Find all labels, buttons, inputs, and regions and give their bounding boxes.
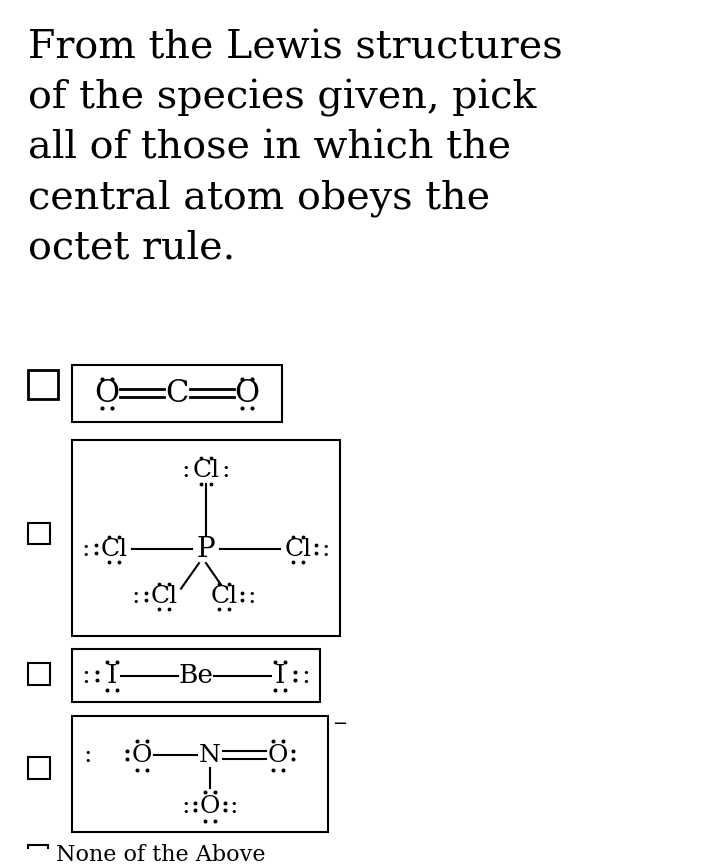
Bar [28, 758, 50, 779]
Text: O: O [268, 744, 288, 767]
Text: :: : [181, 795, 190, 818]
Text: central atom obeys the: central atom obeys the [28, 180, 490, 217]
Bar [72, 365, 282, 422]
Text: octet rule.: octet rule. [28, 229, 235, 266]
Text: Cl: Cl [284, 538, 312, 561]
Text: :: : [322, 538, 330, 561]
Text: Cl: Cl [150, 585, 178, 608]
Text: of the species given, pick: of the species given, pick [28, 80, 536, 118]
Text: I: I [275, 663, 285, 689]
Text: P: P [197, 536, 215, 563]
Bar [28, 845, 48, 864]
Text: all of those in which the: all of those in which the [28, 130, 511, 166]
Text: :: : [181, 459, 190, 483]
Text: :: : [81, 663, 91, 689]
Text: N: N [199, 744, 221, 767]
Text: −: − [332, 715, 347, 734]
Text: :: : [132, 585, 140, 608]
Text: Cl: Cl [192, 459, 220, 483]
Text: O: O [94, 378, 120, 409]
Bar [72, 716, 328, 832]
Text: :: : [82, 538, 90, 561]
Bar [28, 370, 58, 400]
Text: C: C [166, 378, 189, 409]
Text: O: O [235, 378, 260, 409]
Text: None of the Above: None of the Above [56, 844, 266, 865]
Text: :: : [302, 663, 310, 689]
Text: :: : [248, 585, 256, 608]
Bar [28, 663, 50, 685]
Text: I: I [107, 663, 117, 689]
Text: O: O [200, 795, 220, 818]
Text: Be: Be [179, 663, 214, 689]
Text: O: O [132, 744, 152, 767]
Text: :: : [222, 459, 230, 483]
Text: Cl: Cl [210, 585, 238, 608]
Text: :: : [84, 744, 92, 767]
Text: Cl: Cl [100, 538, 127, 561]
Bar [28, 523, 50, 544]
Bar [72, 439, 340, 636]
Text: From the Lewis structures: From the Lewis structures [28, 29, 562, 67]
Text: :: : [230, 795, 238, 818]
Bar [72, 650, 320, 702]
